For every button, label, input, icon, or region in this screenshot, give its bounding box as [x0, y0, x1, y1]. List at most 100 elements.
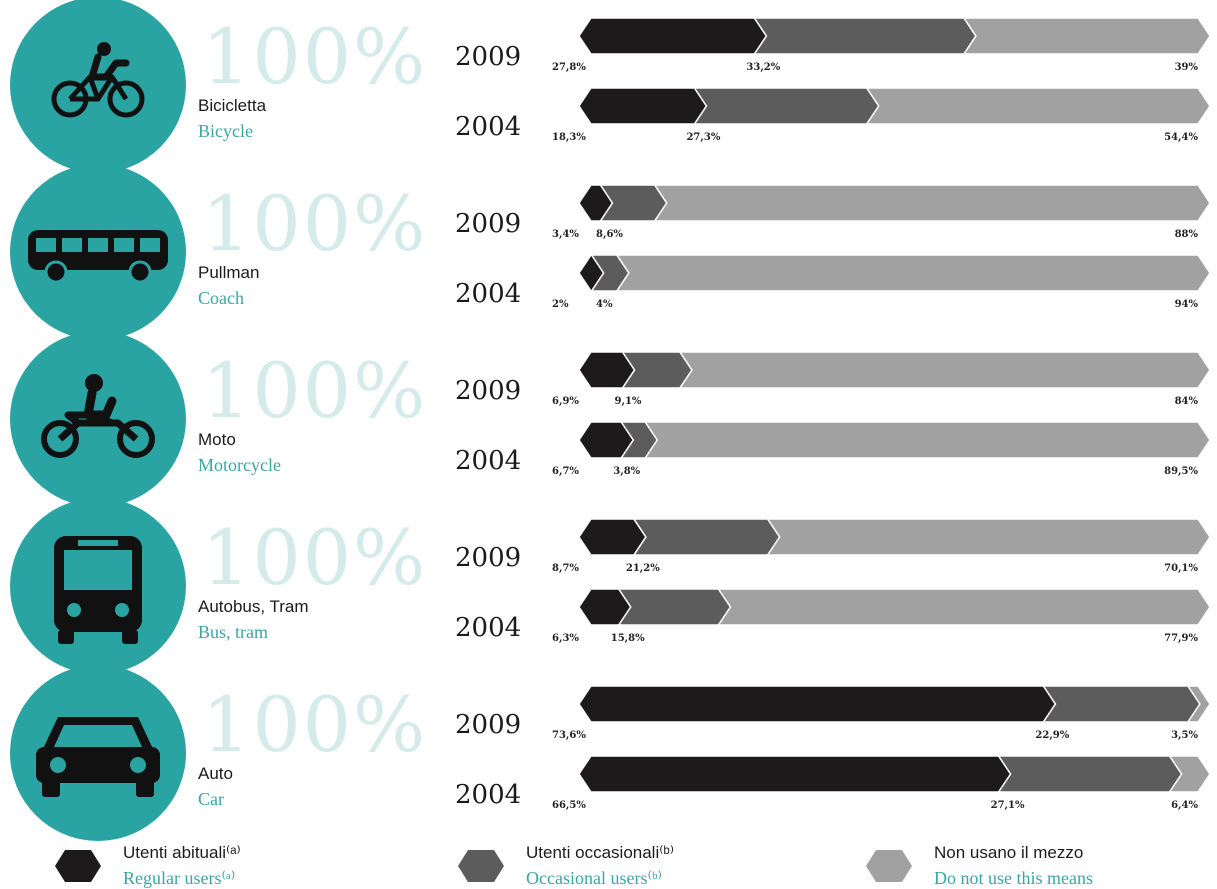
big-percent-label: 100%	[202, 513, 427, 602]
motorcycle-icon	[41, 374, 155, 458]
legend-label-en: Occasional users⁽ᵇ⁾	[526, 868, 662, 888]
data-label-non: 39%	[1175, 62, 1199, 73]
data-label-occasional: 21,2%	[626, 563, 660, 574]
year-label: 2009	[455, 209, 521, 239]
bar-segment-non	[1186, 685, 1211, 723]
bar-segment-non	[962, 17, 1211, 55]
year-label: 2004	[455, 780, 521, 810]
vehicle-label-it: Pullman	[198, 263, 259, 282]
legend-label-it: Utenti occasionali⁽ᵇ⁾	[526, 843, 674, 862]
data-label-occasional: 8,6%	[596, 229, 623, 240]
data-label-occasional: 27,3%	[686, 132, 720, 143]
legend-item-non: Non usano il mezzo Do not use this means	[866, 843, 1093, 888]
year-label: 2009	[455, 42, 521, 72]
vehicle-label-it: Auto	[198, 764, 233, 783]
bar-row-2004: 2004 2% 4% 94%	[455, 254, 1211, 310]
data-label-occasional: 4%	[596, 299, 613, 310]
bicycle-icon	[51, 42, 145, 118]
big-percent-label: 100%	[202, 680, 427, 769]
vehicle-group-4: 100%Auto Car 2009 73,6% 22,9% 3,5% 2004 66,5% 27…	[10, 665, 1211, 841]
vehicle-label-en: Bicycle	[198, 121, 253, 141]
legend-label-it: Utenti abituali⁽ᵃ⁾	[123, 843, 241, 862]
bar-segment-occasional	[693, 87, 880, 125]
bar-segment-non	[766, 518, 1211, 556]
data-label-regular: 6,9%	[552, 396, 579, 407]
data-label-regular: 6,3%	[552, 633, 579, 644]
data-label-regular: 66,5%	[552, 800, 586, 811]
data-label-non: 70,1%	[1164, 563, 1198, 574]
bar-segment-non	[678, 351, 1211, 389]
vehicle-label-en: Car	[198, 789, 224, 809]
vehicle-group-3: 100%Autobus, Tram Bus, tram 2009 8,7% 21,2% 7…	[10, 498, 1211, 674]
bar-segment-occasional	[617, 588, 732, 626]
data-label-non: 94%	[1175, 299, 1199, 310]
big-percent-label: 100%	[202, 346, 427, 435]
data-label-non: 77,9%	[1164, 633, 1198, 644]
vehicle-group-0: 100%Bicicletta Bicycle 2009 27,8% 33,2% 39%20…	[10, 0, 1211, 173]
year-label: 2004	[455, 613, 521, 643]
data-label-regular: 6,7%	[552, 466, 579, 477]
legend-swatch	[458, 850, 504, 882]
data-label-non: 88%	[1175, 229, 1199, 240]
year-label: 2004	[455, 279, 521, 309]
bar-segment-regular	[578, 685, 1057, 723]
bar-row-2009: 2009 6,9% 9,1% 84%	[455, 351, 1211, 407]
bar-segment-non	[615, 254, 1211, 292]
vehicle-circle	[10, 0, 186, 173]
legend-label-en: Regular users⁽ᵃ⁾	[123, 868, 235, 888]
bar-segment-non	[643, 421, 1211, 459]
year-label: 2009	[455, 376, 521, 406]
data-label-occasional: 9,1%	[615, 396, 642, 407]
vehicle-label-it: Bicicletta	[198, 96, 267, 115]
data-label-regular: 73,6%	[552, 730, 586, 741]
bar-segment-regular	[578, 17, 768, 55]
legend-swatch	[55, 850, 101, 882]
bar-row-2004: 2004 18,3% 27,3% 54,4%	[455, 87, 1211, 143]
bar-segment-regular	[578, 518, 647, 556]
big-percent-label: 100%	[202, 12, 427, 101]
vehicle-label-it: Moto	[198, 430, 236, 449]
bar-segment-occasional	[997, 755, 1183, 793]
bar-segment-non	[1168, 755, 1211, 793]
bar-row-2009: 2009 8,7% 21,2% 70,1%	[455, 518, 1211, 574]
bar-row-2009: 2009 73,6% 22,9% 3,5%	[455, 685, 1211, 741]
vehicle-label-en: Coach	[198, 288, 244, 308]
bar-row-2004: 2004 66,5% 27,1% 6,4%	[455, 755, 1211, 811]
data-label-regular: 27,8%	[552, 62, 586, 73]
bus-icon	[54, 536, 142, 644]
bar-segment-regular	[578, 87, 708, 125]
big-percent-label: 100%	[202, 179, 427, 268]
bar-segment-non	[717, 588, 1211, 626]
bar-segment-non	[865, 87, 1211, 125]
data-label-non: 54,4%	[1164, 132, 1198, 143]
bar-segment-occasional	[753, 17, 977, 55]
bar-row-2009: 2009 27,8% 33,2% 39%	[455, 17, 1211, 73]
vehicle-group-2: 100%Moto Motorcycle 2009 6,9% 9,1% 84% 2004 6,7…	[10, 331, 1211, 507]
vehicle-group-1: 100%Pullman Coach 2009 3,4% 8,6% 88% 2004 2% 4% 9…	[10, 164, 1211, 340]
data-label-regular: 8,7%	[552, 563, 579, 574]
bar-segment-regular	[578, 755, 1012, 793]
data-label-regular: 2%	[552, 299, 569, 310]
year-label: 2009	[455, 543, 521, 573]
coach-icon	[28, 230, 168, 284]
data-label-occasional: 3,8%	[613, 466, 640, 477]
vehicle-label-en: Bus, tram	[198, 622, 268, 642]
vehicle-label-it: Autobus, Tram	[198, 597, 309, 616]
bar-segment-non	[653, 184, 1211, 222]
data-label-non: 89,5%	[1164, 466, 1198, 477]
legend-item-occasional: Utenti occasionali⁽ᵇ⁾ Occasional users⁽ᵇ⁾	[458, 843, 674, 888]
year-label: 2009	[455, 710, 521, 740]
bar-row-2004: 2004 6,7% 3,8% 89,5%	[455, 421, 1211, 477]
data-label-occasional: 33,2%	[746, 62, 780, 73]
year-label: 2004	[455, 446, 521, 476]
legend-label-it: Non usano il mezzo	[934, 843, 1083, 862]
bar-segment-occasional	[1042, 685, 1201, 723]
bar-row-2004: 2004 6,3% 15,8% 77,9%	[455, 588, 1211, 644]
data-label-regular: 18,3%	[552, 132, 586, 143]
data-label-occasional: 22,9%	[1035, 730, 1069, 741]
legend-label-en: Do not use this means	[934, 868, 1093, 888]
legend-swatch	[866, 850, 912, 882]
data-label-non: 3,5%	[1171, 730, 1198, 741]
vehicle-label-en: Motorcycle	[198, 455, 281, 475]
data-label-regular: 3,4%	[552, 229, 579, 240]
